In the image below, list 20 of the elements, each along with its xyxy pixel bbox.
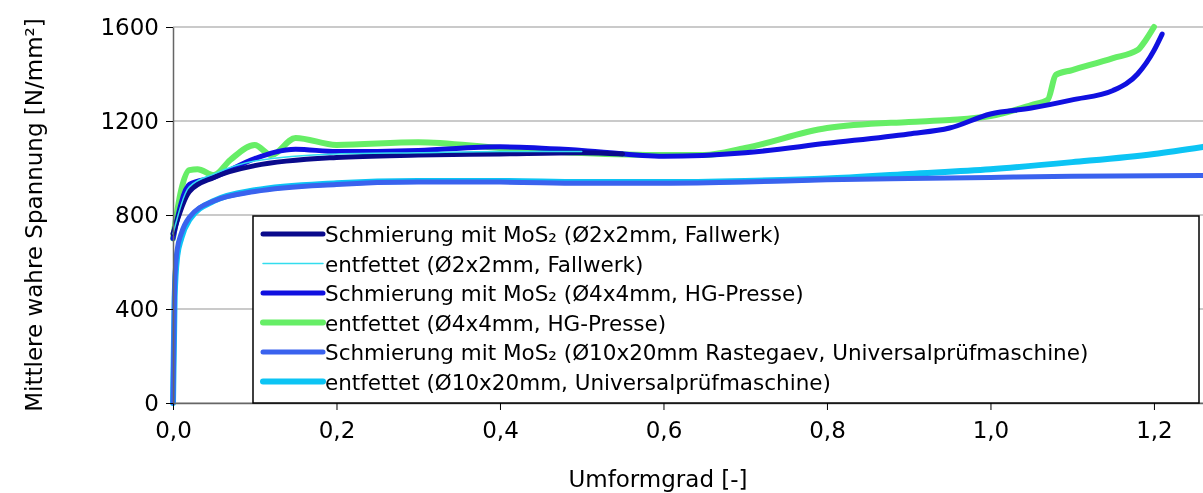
x-tick-label: 1,0 — [972, 417, 1010, 444]
y-tick-label: 1600 — [100, 13, 159, 40]
x-tick-label: 0,6 — [645, 417, 683, 444]
x-tick-label: 0,8 — [809, 417, 846, 444]
y-tick-label: 1200 — [100, 107, 159, 134]
legend-label: entfettet (Ø2x2mm, Fallwerk) — [325, 251, 644, 277]
legend-label: Schmierung mit MoS₂ (Ø2x2mm, Fallwerk) — [325, 222, 781, 247]
legend-label: entfettet (Ø10x20mm, Universalprüfmaschine) — [325, 369, 831, 395]
y-axis-title: Mittlere wahre Spannung [N/mm²] — [21, 18, 47, 412]
legend-label: entfettet (Ø4x4mm, HG-Presse) — [325, 310, 667, 336]
y-tick-label: 800 — [115, 201, 159, 228]
x-tick-label: 0,2 — [318, 417, 356, 444]
x-tick-label: 0,0 — [155, 417, 192, 444]
y-tick-label: 400 — [115, 295, 159, 322]
x-axis-title: Umformgrad [-] — [568, 466, 748, 492]
y-tick-label: 0 — [144, 389, 159, 416]
legend-label: Schmierung mit MoS₂ (Ø4x4mm, HG-Presse) — [325, 281, 804, 306]
legend-label: Schmierung mit MoS₂ (Ø10x20mm Rastegaev, Universalprüfmaschine) — [325, 340, 1089, 365]
x-tick-label: 0,4 — [482, 417, 519, 444]
x-tick-label: 1,2 — [1136, 417, 1173, 444]
